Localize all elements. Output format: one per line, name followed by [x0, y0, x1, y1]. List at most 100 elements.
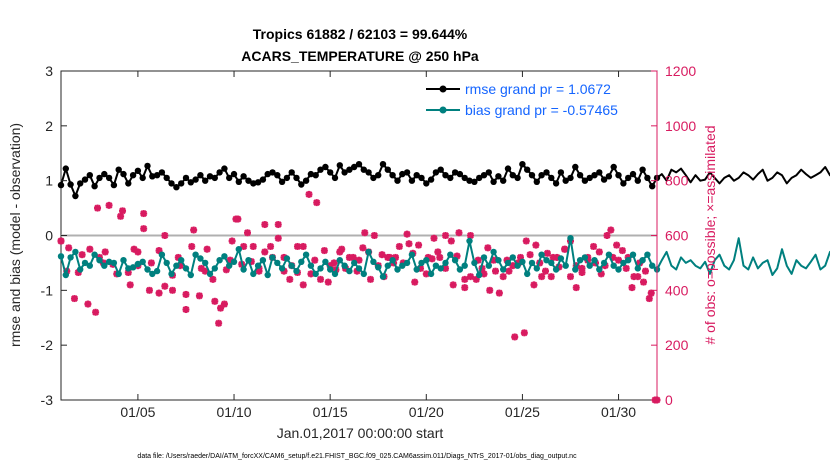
bias-point	[432, 262, 440, 269]
obs-possible-point-stroke	[538, 273, 546, 281]
obs-possible-point-stroke	[299, 243, 307, 250]
bias-point	[115, 270, 122, 278]
bias-point	[610, 262, 617, 269]
bias-point	[413, 266, 420, 273]
obs-assimilated-point-stroke	[274, 234, 282, 242]
bias-point	[355, 265, 363, 272]
obs-assimilated-point-stroke	[517, 254, 524, 261]
bias-point	[629, 251, 637, 258]
rmse-point	[178, 180, 185, 187]
obs-assimilated-point-stroke	[105, 201, 113, 209]
obs-assimilated-point-stroke	[361, 229, 369, 237]
y-tick-label: 1	[45, 173, 53, 189]
obs-assimilated-point-stroke	[492, 267, 499, 275]
obs-possible-point	[641, 267, 649, 275]
obs-assimilated-point-stroke	[622, 264, 630, 272]
bias-point	[567, 235, 574, 242]
bias-point	[576, 257, 584, 264]
bias-point	[572, 266, 579, 273]
obs-assimilated-point-stroke	[249, 243, 257, 250]
bias-point	[144, 266, 151, 273]
bias-point	[447, 251, 454, 258]
rmse-point	[389, 172, 396, 179]
obs-possible-point	[526, 251, 534, 259]
obs-assimilated-point	[286, 275, 294, 283]
obs-possible-point	[618, 247, 626, 255]
obs-assimilated-point	[274, 234, 282, 242]
obs-possible-point-stroke	[211, 297, 219, 305]
obs-possible-point-stroke	[117, 212, 125, 220]
obs-assimilated-point-stroke	[336, 248, 344, 256]
bias-point	[182, 265, 190, 272]
rmse-point	[62, 165, 69, 172]
obs-possible-point	[240, 242, 248, 250]
rmse-point	[500, 177, 507, 184]
obs-possible-point	[461, 284, 469, 292]
rmse-point	[302, 177, 310, 184]
rmse-point	[211, 174, 218, 182]
obs-possible-point	[395, 242, 403, 250]
bias-point	[226, 262, 233, 269]
obs-possible-point-stroke	[434, 248, 442, 256]
rmse-point	[57, 181, 65, 189]
obs-assimilated-point-stroke	[86, 245, 94, 253]
obs-assimilated-point	[195, 292, 203, 300]
obs-assimilated-point-stroke	[317, 275, 324, 283]
obs-assimilated-point-stroke	[578, 264, 586, 272]
rmse-point	[346, 166, 353, 173]
bias-point	[178, 257, 185, 264]
obs-possible-point	[84, 300, 92, 308]
obs-assimilated-point	[628, 284, 636, 292]
rmse-point	[274, 172, 281, 179]
obs-possible-point	[370, 232, 378, 239]
rmse-point	[596, 169, 603, 176]
rmse-point	[408, 177, 416, 184]
bias-point	[625, 257, 632, 264]
obs-assimilated-point	[474, 256, 482, 264]
rmse-point	[567, 174, 574, 182]
obs-assimilated-point-stroke	[367, 275, 374, 283]
obs-assimilated-point-stroke	[232, 215, 240, 223]
bias-point	[197, 255, 204, 262]
obs-possible-point-stroke	[618, 247, 626, 254]
obs-possible-point-stroke	[313, 199, 321, 207]
obs-assimilated-point-stroke	[567, 273, 574, 281]
rmse-point	[480, 172, 488, 179]
obs-assimilated-point-stroke	[155, 289, 163, 297]
bias-point	[639, 257, 646, 264]
obs-possible-point	[320, 247, 328, 255]
obs-assimilated-point-stroke	[530, 281, 538, 289]
obs-assimilated-point-stroke	[499, 273, 507, 281]
rmse-point	[129, 172, 137, 179]
obs-assimilated-point	[336, 248, 344, 256]
rmse-point	[336, 162, 343, 169]
y-tick-label: -1	[41, 282, 54, 298]
bias-point	[596, 266, 603, 273]
obs-assimilated-point	[547, 273, 555, 281]
obs-possible-point-stroke	[378, 251, 386, 259]
obs-assimilated-point-stroke	[311, 256, 319, 264]
rmse-point	[298, 181, 305, 188]
rmse-point	[437, 166, 444, 173]
legend-bias-label: bias grand pr = -0.57465	[465, 102, 618, 118]
obs-assimilated-point	[640, 278, 648, 286]
obs-assimilated-point-stroke	[561, 245, 569, 253]
rmse-point	[418, 174, 425, 182]
obs-assimilated-point	[578, 264, 586, 272]
bias-point	[86, 262, 94, 269]
obs-possible-point	[359, 244, 367, 252]
rmse-point	[461, 174, 468, 182]
obs-assimilated-point-stroke	[628, 284, 636, 291]
bias-point	[317, 265, 324, 272]
rmse-point	[360, 166, 367, 173]
bias-point	[644, 251, 651, 258]
rmse-point	[591, 172, 598, 179]
bias-point	[403, 259, 411, 267]
obs-assimilated-point-stroke	[405, 240, 413, 248]
bias-point	[591, 257, 598, 264]
rmse-point	[278, 178, 286, 185]
rmse-point	[552, 180, 560, 187]
x-tick-label: 01/30	[601, 404, 636, 420]
rmse-point	[96, 174, 103, 182]
bias-point	[427, 270, 435, 278]
